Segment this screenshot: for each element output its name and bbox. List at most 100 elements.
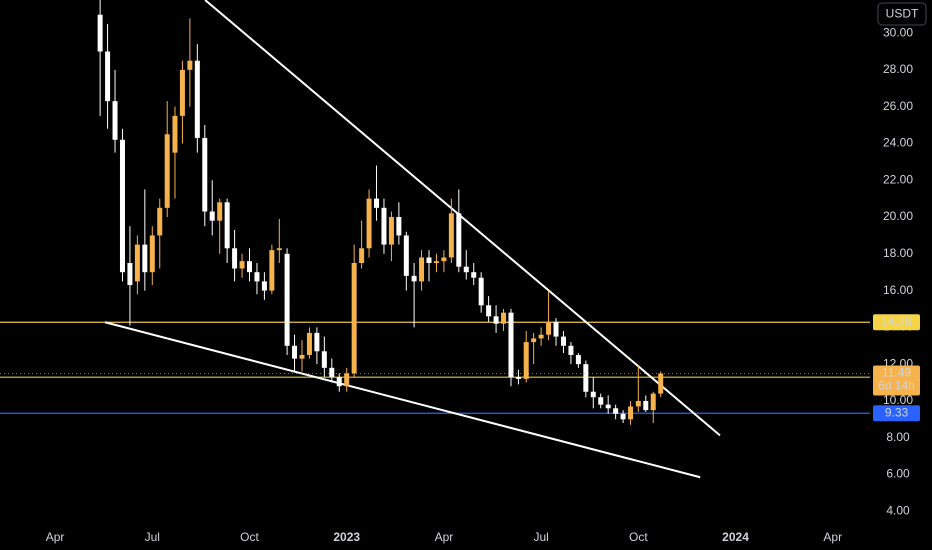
- candle-body: [590, 391, 596, 398]
- candle-body: [157, 207, 163, 236]
- candle-body: [284, 253, 290, 346]
- candle-body: [254, 272, 260, 282]
- candle-body: [194, 60, 200, 138]
- last-price-box: [873, 365, 920, 396]
- candle-body: [105, 51, 111, 102]
- x-tick-label: Apr: [46, 530, 65, 544]
- x-tick-label: Jul: [533, 530, 548, 544]
- candle-body: [426, 257, 432, 263]
- candle-body: [314, 332, 320, 352]
- candle-body: [187, 60, 193, 70]
- x-tick-label: Apr: [435, 530, 454, 544]
- candle-body: [598, 397, 604, 405]
- candle-body: [560, 336, 566, 346]
- candle-body: [605, 404, 611, 409]
- price-axis: 4.006.008.0010.0012.0014.0016.0018.0020.…: [873, 25, 920, 517]
- candle-body: [456, 213, 462, 267]
- candle-body: [463, 266, 469, 273]
- candle-body: [419, 257, 425, 282]
- candle-body: [531, 338, 537, 343]
- x-tick-label: 2023: [333, 530, 360, 544]
- last-price-label: 11.49: [882, 366, 911, 380]
- candle-body: [471, 272, 477, 278]
- candle-body: [553, 321, 559, 337]
- candle-body: [501, 312, 507, 324]
- candle-body: [164, 134, 170, 208]
- candle-body: [643, 400, 649, 411]
- candle-body: [396, 217, 402, 236]
- x-tick-label: 2024: [722, 530, 749, 544]
- candle-body: [299, 354, 305, 359]
- x-tick-label: Jul: [145, 530, 160, 544]
- x-tick-label: Apr: [823, 530, 842, 544]
- candle-body: [224, 202, 230, 249]
- candle-body: [217, 202, 223, 221]
- candle-body: [276, 248, 282, 251]
- y-tick-label: 18.00: [883, 246, 913, 260]
- candle-body: [411, 275, 417, 282]
- candle-body: [486, 305, 492, 317]
- candle-body: [366, 198, 372, 249]
- candle-body: [448, 213, 454, 258]
- candle-body: [336, 377, 342, 387]
- candle-body: [546, 321, 552, 335]
- candle-body: [381, 207, 387, 245]
- currency-label[interactable]: USDT: [886, 7, 919, 21]
- candle-body: [583, 364, 589, 392]
- candle-body: [441, 257, 447, 262]
- candle-body: [329, 367, 335, 378]
- candle-body: [628, 406, 634, 420]
- candle-body: [209, 211, 215, 221]
- candle-body: [246, 261, 252, 273]
- candle-body: [149, 235, 155, 273]
- x-tick-label: Oct: [240, 530, 259, 544]
- candle-body: [306, 332, 312, 355]
- price-line-label-box: [873, 405, 920, 422]
- candle-body: [403, 235, 409, 276]
- candle-body: [142, 244, 148, 273]
- price-line-label: 14.28: [881, 314, 911, 328]
- y-tick-label: 6.00: [886, 467, 910, 481]
- y-tick-label: 8.00: [886, 430, 910, 444]
- candle-body: [538, 334, 544, 339]
- plot-area: [0, 0, 870, 479]
- y-tick-label: 26.00: [883, 99, 913, 113]
- candle-body: [388, 217, 394, 245]
- candle-body: [351, 263, 357, 374]
- candle-body: [359, 248, 365, 263]
- currency-button[interactable]: [877, 2, 927, 26]
- candle-body: [119, 139, 125, 273]
- candle-body: [172, 115, 178, 153]
- candle-body: [523, 342, 529, 379]
- y-tick-label: 22.00: [883, 172, 913, 186]
- candle-body: [658, 373, 664, 394]
- candle-body: [635, 400, 641, 407]
- candle-body: [239, 261, 245, 269]
- trend-line: [104, 321, 701, 479]
- x-tick-label: Oct: [629, 530, 648, 544]
- candle-body: [269, 250, 275, 291]
- y-tick-label: 24.00: [883, 136, 913, 150]
- candle-body: [613, 408, 619, 414]
- candle-body: [478, 277, 484, 306]
- y-tick-label: 10.00: [883, 393, 913, 407]
- candle-body: [179, 69, 185, 116]
- candle-body: [232, 248, 238, 269]
- candle-body: [202, 137, 208, 212]
- candle-body: [433, 261, 439, 263]
- candle-body: [292, 345, 298, 359]
- candle-body: [575, 354, 581, 365]
- candle-body: [650, 393, 656, 411]
- y-tick-label: 4.00: [886, 503, 910, 517]
- candle-body: [374, 198, 380, 208]
- candle-body: [515, 377, 521, 379]
- y-tick-label: 20.00: [883, 209, 913, 223]
- countdown-label: 6d 14h: [878, 379, 915, 393]
- candle-body: [493, 316, 499, 324]
- y-tick-label: 30.00: [883, 25, 913, 39]
- candle-body: [97, 14, 103, 52]
- trend-line: [204, 0, 721, 437]
- candle-body: [568, 345, 574, 355]
